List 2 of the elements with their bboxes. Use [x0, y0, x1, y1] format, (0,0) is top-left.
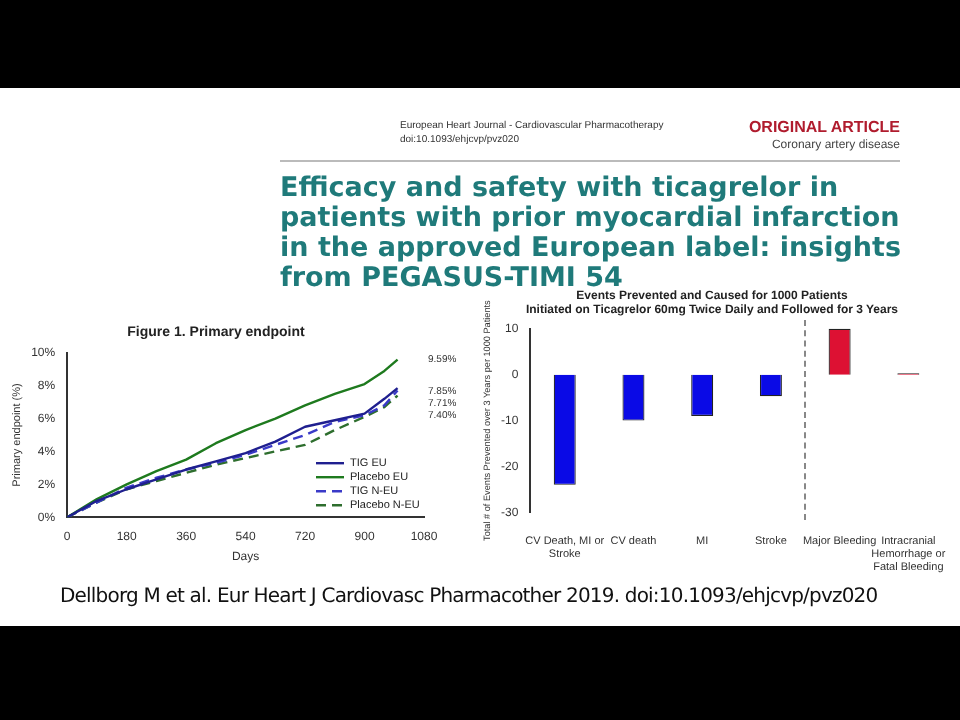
text: Dellborg M et al. Eur Heart J Cardiovasc Pharmacother 2019. doi:10.1093/ehjcvp/pvz020 [60, 586, 878, 608]
text: ORIGINAL ARTICLE [748, 118, 900, 136]
